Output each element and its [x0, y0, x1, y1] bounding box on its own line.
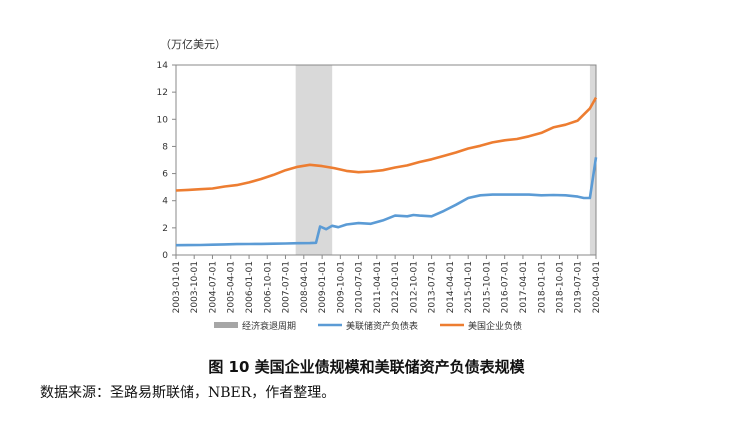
recession-band-0 — [295, 65, 333, 255]
x-tick-label: 2018-10-01 — [555, 261, 565, 313]
x-tick-label: 2011-04-01 — [373, 261, 383, 313]
unit-label: （万亿美元） — [160, 38, 226, 51]
figure-caption: 图 10 美国企业债规模和美联储资产负债表规模 — [208, 358, 525, 376]
series-line-0 — [175, 157, 598, 247]
x-tick-label: 2003-01-01 — [172, 261, 182, 313]
x-tick-label: 2006-01-01 — [245, 261, 255, 313]
legend: 经济衰退周期 美联储资产负债表 美国企业负债 — [214, 320, 522, 332]
y-axis: 0 2 4 6 8 10 12 14 — [157, 61, 176, 261]
x-tick-label: 2004-07-01 — [208, 261, 218, 313]
x-tick-label: 2015-01-01 — [464, 261, 474, 313]
x-tick-label: 2012-10-01 — [409, 261, 419, 313]
legend-label-1: 美联储资产负债表 — [346, 320, 418, 332]
x-tick-label: 2009-10-01 — [336, 261, 346, 313]
x-tick-label: 2010-07-01 — [355, 261, 365, 313]
recession-bands — [295, 65, 596, 255]
x-tick-label: 2003-10-01 — [190, 261, 200, 313]
recession-band-1 — [589, 65, 596, 255]
y-tick-label: 8 — [162, 142, 168, 152]
x-tick-label: 2018-01-01 — [537, 261, 547, 313]
x-tick-label: 2020-04-01 — [592, 261, 602, 313]
x-tick-label: 2008-04-01 — [300, 261, 310, 313]
legend-label-0: 经济衰退周期 — [242, 320, 296, 332]
y-tick-label: 0 — [162, 251, 168, 261]
x-tick-label: 2015-10-01 — [482, 261, 492, 313]
x-tick-label: 2009-01-01 — [318, 261, 328, 313]
y-tick-label: 2 — [162, 224, 168, 234]
x-tick-label: 2013-07-01 — [428, 261, 438, 313]
x-tick-label: 2016-07-01 — [501, 261, 511, 313]
series-lines — [175, 96, 598, 247]
x-tick-label: 2017-04-01 — [519, 261, 529, 313]
series-line-1 — [175, 96, 598, 192]
plot-area-frame — [175, 64, 597, 256]
x-tick-label: 2005-04-01 — [227, 261, 237, 313]
y-tick-label: 14 — [157, 61, 169, 71]
legend-swatch-0 — [214, 322, 238, 328]
y-tick-label: 6 — [162, 170, 168, 180]
x-axis: 2003-01-01 2003-10-01 2004-07-01 2005-04-01… — [172, 255, 602, 313]
y-tick-label: 10 — [157, 115, 169, 125]
x-tick-label: 2006-10-01 — [263, 261, 273, 313]
y-tick-label: 12 — [157, 88, 168, 98]
x-tick-label: 2019-07-01 — [574, 261, 584, 313]
y-tick-label: 4 — [162, 197, 168, 207]
figure-source: 数据来源：圣路易斯联储，NBER，作者整理。 — [40, 385, 336, 401]
x-tick-label: 2014-04-01 — [446, 261, 456, 313]
x-tick-label: 2012-01-01 — [391, 261, 401, 313]
x-tick-label: 2007-07-01 — [281, 261, 291, 313]
legend-label-2: 美国企业负债 — [468, 320, 522, 332]
